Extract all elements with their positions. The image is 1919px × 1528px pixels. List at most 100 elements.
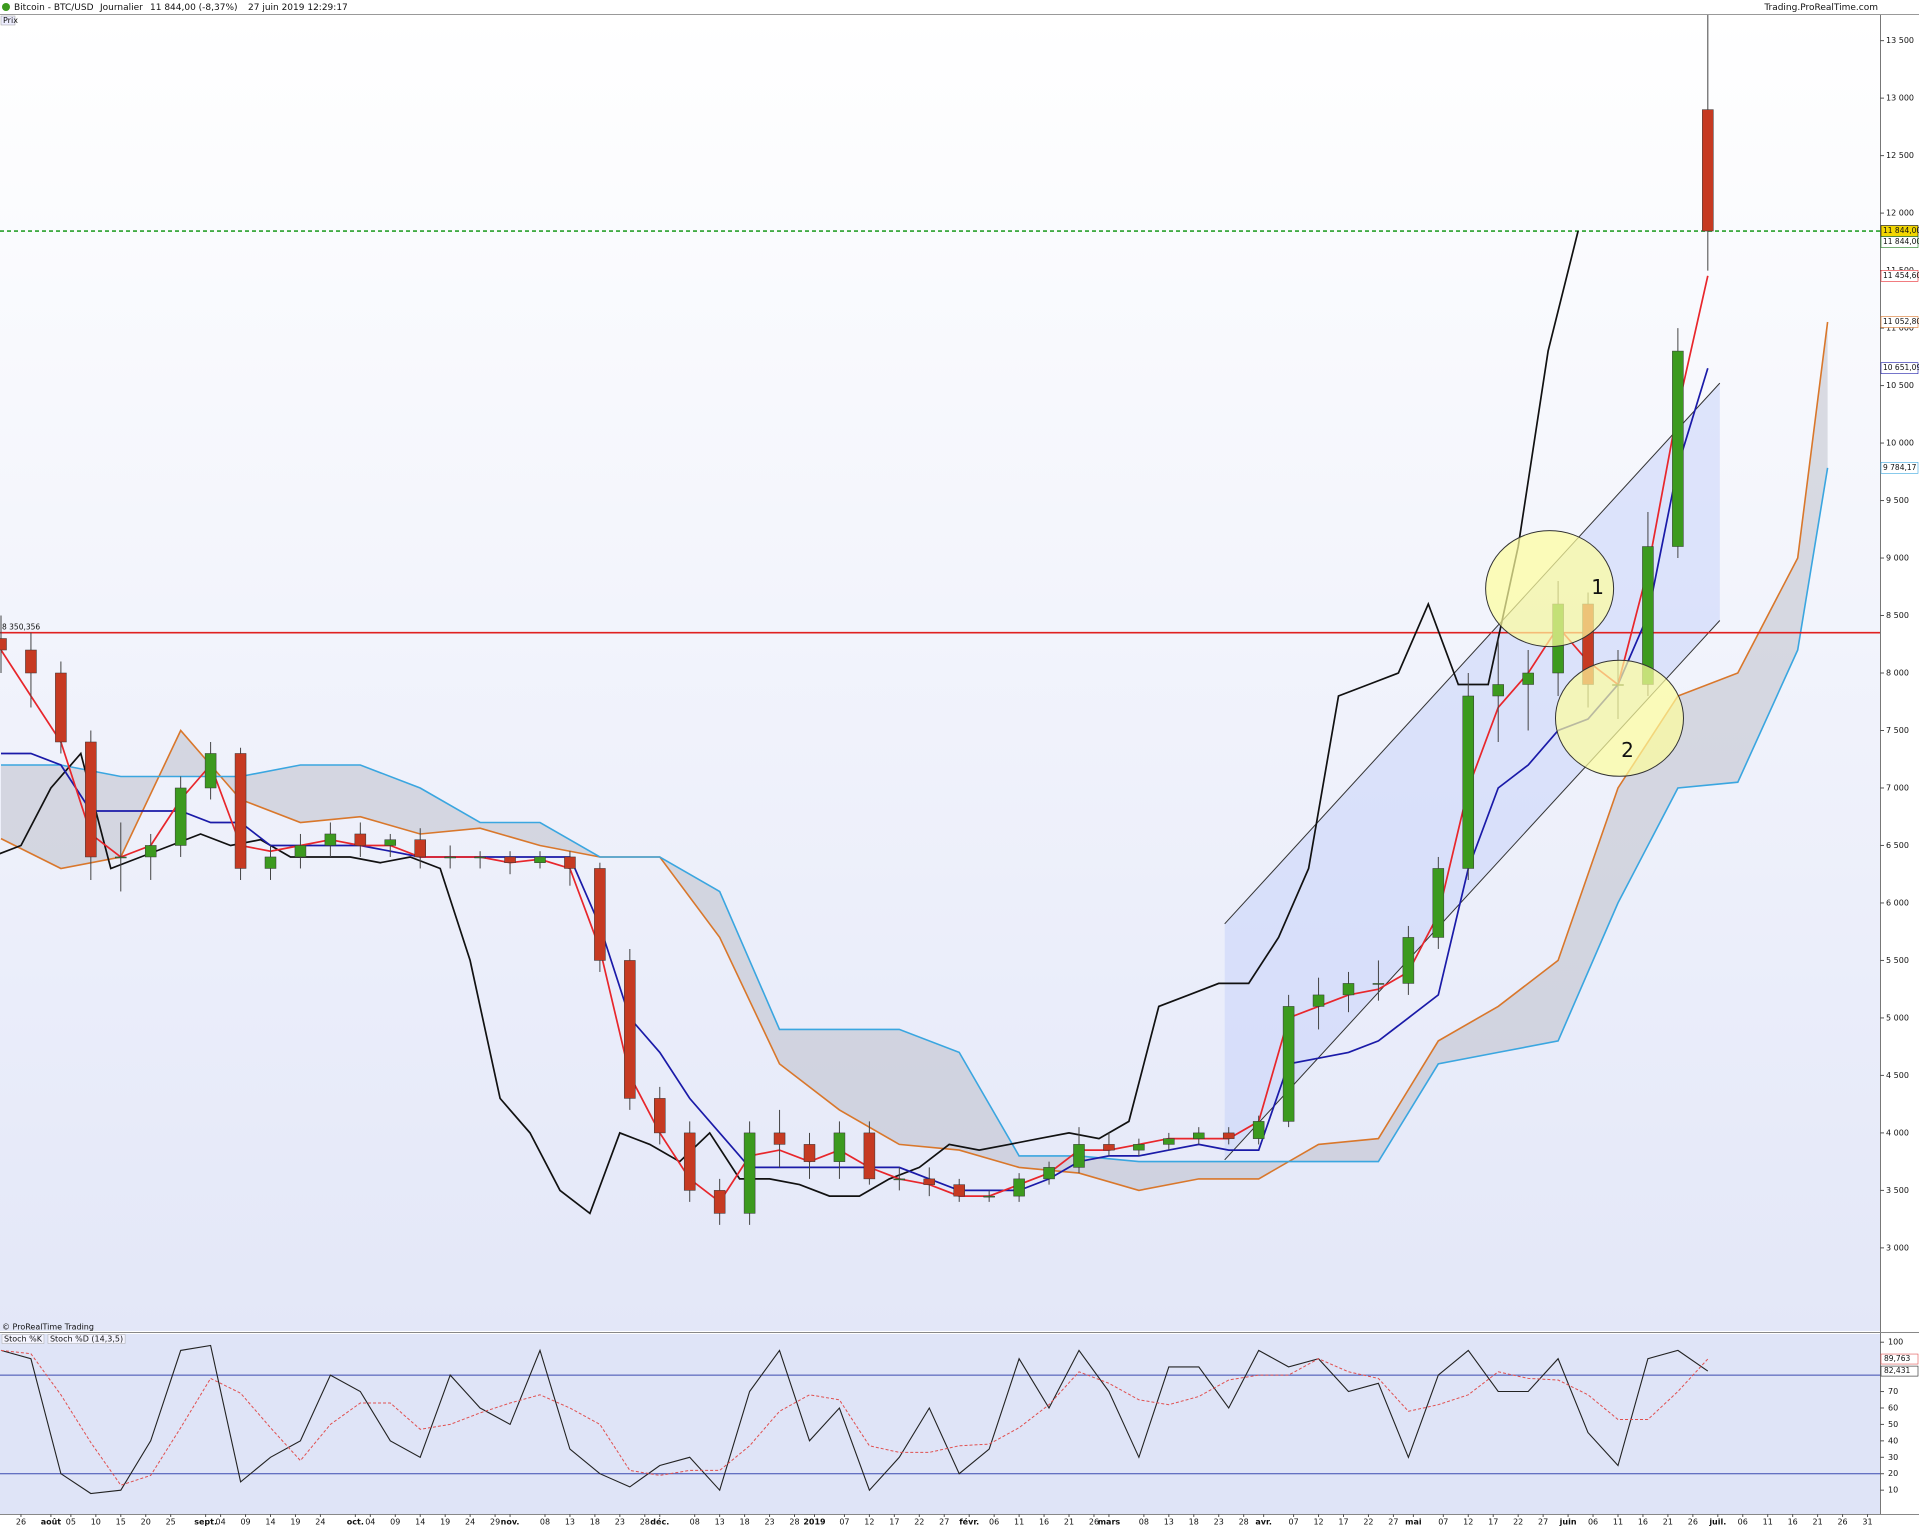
x-tick-label: 2019 bbox=[803, 1518, 826, 1527]
x-tick-label: 06 bbox=[1588, 1518, 1598, 1527]
candle-body bbox=[174, 787, 187, 846]
candle-body bbox=[384, 839, 397, 846]
candle-body bbox=[893, 1178, 906, 1181]
stoch-value-box bbox=[1880, 1353, 1919, 1365]
price-label: 9 784,17 bbox=[1883, 463, 1917, 472]
y-tick-label: 70 bbox=[1888, 1387, 1898, 1396]
y-tick-label: 10 500 bbox=[1886, 381, 1914, 390]
x-tick-label: 17 bbox=[1338, 1518, 1348, 1527]
candle-body bbox=[324, 833, 337, 846]
x-tick-label: 24 bbox=[315, 1518, 325, 1527]
candle-body bbox=[1222, 1132, 1235, 1139]
x-tick-label: 17 bbox=[889, 1518, 899, 1527]
candle-body bbox=[294, 845, 307, 858]
x-tick-label: 22 bbox=[1513, 1518, 1523, 1527]
candle-body bbox=[743, 1132, 756, 1214]
y-tick-label: 13 500 bbox=[1886, 36, 1914, 45]
x-tick-label: 13 bbox=[565, 1518, 575, 1527]
x-tick-label: 11 bbox=[1613, 1518, 1623, 1527]
annotation-circle bbox=[1485, 530, 1615, 648]
x-tick-label: 20 bbox=[141, 1518, 151, 1527]
candle-body bbox=[1103, 1144, 1115, 1151]
x-tick-label: 19 bbox=[440, 1518, 450, 1527]
axes: 8 350,356 3 000 3 500 4 000 4 500 5 000 5 500 6… bbox=[1, 36, 1919, 1527]
candle-body bbox=[504, 856, 516, 863]
y-tick-label: 10 000 bbox=[1886, 439, 1914, 448]
y-tick-label: 50 bbox=[1888, 1420, 1898, 1429]
x-tick-label: 12 bbox=[1313, 1518, 1323, 1527]
hline-label: 8 350,356 bbox=[2, 623, 40, 632]
annotation-circle bbox=[1554, 659, 1684, 777]
legend-box bbox=[47, 1334, 126, 1344]
stoch-value-label: 89,763 bbox=[1884, 1354, 1910, 1363]
y-tick-label: 7 000 bbox=[1886, 783, 1909, 792]
candle-body bbox=[264, 856, 277, 869]
x-tick-label: 28 bbox=[640, 1518, 650, 1527]
x-tick-label: 16 bbox=[1039, 1518, 1049, 1527]
candle-body bbox=[773, 1132, 786, 1145]
x-tick-label: 12 bbox=[864, 1518, 874, 1527]
price-label: 11 454,60 bbox=[1883, 271, 1919, 280]
x-tick-label: 11 bbox=[1014, 1518, 1024, 1527]
candle-body bbox=[594, 868, 606, 961]
candle-body bbox=[85, 741, 97, 858]
candle-body bbox=[564, 856, 576, 869]
x-tick-label: 25 bbox=[166, 1518, 176, 1527]
candle-body bbox=[1133, 1144, 1145, 1151]
x-tick-label: avr. bbox=[1255, 1518, 1271, 1527]
candle-body bbox=[1013, 1178, 1025, 1197]
x-tick-label: 29 bbox=[490, 1518, 500, 1527]
candle-body bbox=[1432, 868, 1445, 938]
legend-label: Stoch %K bbox=[4, 1335, 43, 1344]
channel-upper-line bbox=[1224, 382, 1721, 925]
x-tick-label: 17 bbox=[1488, 1518, 1498, 1527]
price-label-box bbox=[1880, 462, 1919, 474]
candle-body bbox=[1163, 1138, 1175, 1145]
candle-body bbox=[1462, 695, 1475, 869]
y-tick-label: 8 000 bbox=[1886, 669, 1909, 678]
candle-body bbox=[1252, 1121, 1265, 1139]
candle-body bbox=[0, 638, 7, 651]
x-tick-label: 06 bbox=[989, 1518, 999, 1527]
price-label-box bbox=[1880, 236, 1919, 248]
x-tick-label: 31 bbox=[1862, 1518, 1872, 1527]
candle-body bbox=[474, 856, 486, 859]
x-tick-label: mai bbox=[1405, 1518, 1422, 1527]
candle-body bbox=[25, 649, 37, 674]
y-tick-label: 5 000 bbox=[1886, 1013, 1909, 1022]
x-tick-label: févr. bbox=[959, 1517, 979, 1527]
y-tick-label: 20 bbox=[1888, 1469, 1898, 1478]
x-tick-label: 18 bbox=[740, 1518, 750, 1527]
annotation-label: 2 bbox=[1621, 738, 1634, 762]
source: Trading.ProRealTime.com bbox=[1763, 3, 1878, 13]
y-tick-label: 3 000 bbox=[1886, 1243, 1909, 1252]
x-tick-label: 27 bbox=[1388, 1518, 1398, 1527]
x-tick-label: 28 bbox=[789, 1518, 799, 1527]
panel-tag bbox=[0, 15, 16, 26]
candle-body bbox=[534, 856, 546, 863]
x-tick-label: 13 bbox=[715, 1518, 725, 1527]
candle-body bbox=[1282, 1006, 1295, 1122]
x-tick-label: 21 bbox=[1813, 1518, 1823, 1527]
x-tick-label: 21 bbox=[1663, 1518, 1673, 1527]
x-tick-label: 26 bbox=[16, 1518, 26, 1527]
x-tick-label: oct. bbox=[347, 1518, 364, 1527]
candle-body bbox=[1522, 672, 1534, 685]
price-label: 10 651,09 bbox=[1883, 363, 1919, 372]
candle-body bbox=[444, 856, 456, 859]
senkou-b-line bbox=[1, 467, 1829, 1163]
candle-body bbox=[713, 1190, 726, 1214]
x-tick-label: 13 bbox=[1164, 1518, 1174, 1527]
x-tick-label: 08 bbox=[1139, 1518, 1149, 1527]
x-tick-label: mars bbox=[1098, 1518, 1121, 1527]
x-tick-label: 09 bbox=[240, 1518, 250, 1527]
y-tick-label: 4 500 bbox=[1886, 1071, 1909, 1080]
annotation-label: 1 bbox=[1591, 575, 1604, 599]
x-tick-label: 09 bbox=[390, 1518, 400, 1527]
timestamp: 27 juin 2019 12:29:17 bbox=[248, 3, 348, 13]
x-tick-label: 11 bbox=[1763, 1518, 1773, 1527]
x-tick-label: 10 bbox=[91, 1518, 101, 1527]
candle-body bbox=[1702, 109, 1714, 232]
y-tick-label: 7 500 bbox=[1886, 726, 1909, 735]
